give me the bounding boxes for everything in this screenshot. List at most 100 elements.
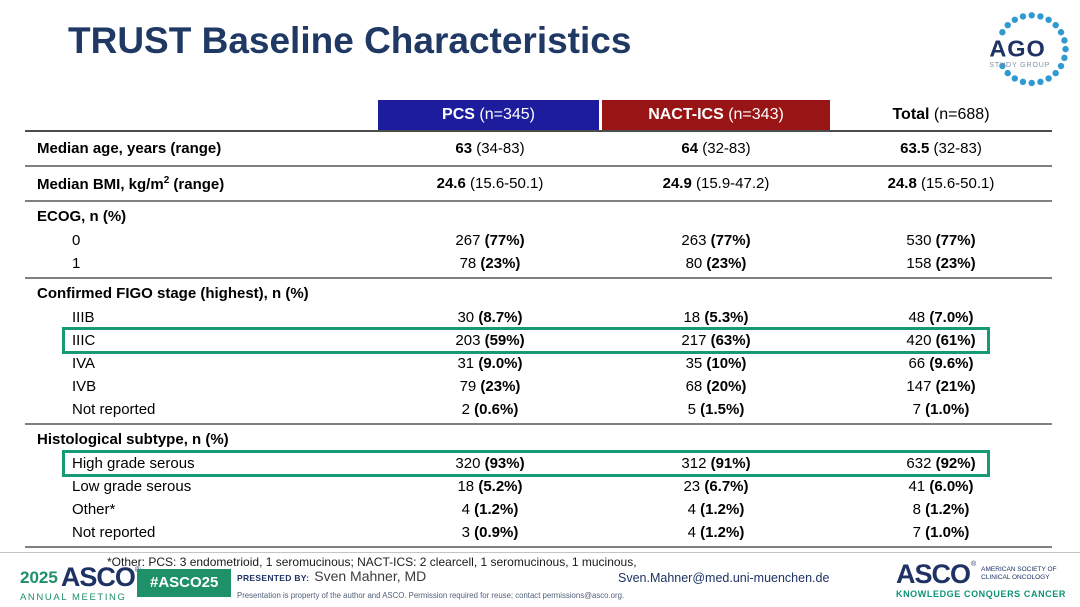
row-label: ECOG, n (%) <box>37 208 127 225</box>
cell-value: 48 (7.0%) <box>908 309 974 326</box>
row-label: Median BMI, kg/m2 (range) <box>37 174 225 193</box>
row-label: Median age, years (range) <box>37 140 222 157</box>
cell-value: 267 (77%) <box>455 232 525 249</box>
cell-value: 4 (1.2%) <box>687 501 745 518</box>
table-row: 0 267 (77%) 263 (77%) 530 (77%) <box>25 229 1052 252</box>
column-header-empty <box>25 100 378 130</box>
presenter-name: Sven Mahner, MD <box>314 568 427 584</box>
table-row: Histological subtype, n (%) <box>25 427 1052 452</box>
page-title: TRUST Baseline Characteristics <box>68 20 632 61</box>
cell-value: 66 (9.6%) <box>908 355 974 372</box>
cell-value: 23 (6.7%) <box>683 478 749 495</box>
table-row: IVA 31 (9.0%) 35 (10%) 66 (9.6%) <box>25 352 1052 375</box>
presenter-email: Sven.Mahner@med.uni-muenchen.de <box>618 571 830 585</box>
cell-value: 30 (8.7%) <box>457 309 523 326</box>
table-row: Low grade serous 18 (5.2%) 23 (6.7%) 41 (6.… <box>25 475 1052 498</box>
ago-dots-circle-icon <box>999 12 1069 87</box>
table-section: Median BMI, kg/m2 (range) 24.6 (15.6-50.1… <box>25 167 1052 202</box>
table-row: Not reported 3 (0.9%) 4 (1.2%) 7 (1.0%) <box>25 521 1052 544</box>
table-row: 1 78 (23%) 80 (23%) 158 (23%) <box>25 252 1052 275</box>
cell-value: 79 (23%) <box>459 378 521 395</box>
table-section: Median age, years (range) 63 (34-83) 64 (3… <box>25 132 1052 167</box>
cell-value: 217 (63%) <box>681 332 751 349</box>
hashtag-badge: #ASCO25 <box>137 569 232 597</box>
cell-value: 80 (23%) <box>685 255 747 272</box>
cell-value: 63 (34-83) <box>455 140 525 157</box>
cell-value: 420 (61%) <box>906 332 976 349</box>
table-row: ECOG, n (%) <box>25 204 1052 229</box>
ago-logo-text: AGO <box>989 36 1045 62</box>
cell-value: 203 (59%) <box>455 332 525 349</box>
row-label: Not reported <box>72 524 156 541</box>
table-row: High grade serous 320 (93%) 312 (91%) 632 (… <box>25 450 1052 477</box>
table-footnote: *Other: PCS: 3 endometrioid, 1 seromucin… <box>107 555 637 569</box>
table-header-row: PCS (n=345) NACT-ICS (n=343) Total (n=68… <box>25 100 1052 132</box>
row-label: 1 <box>72 255 81 272</box>
cell-value: 5 (1.5%) <box>687 401 745 418</box>
row-label: Histological subtype, n (%) <box>37 431 229 448</box>
ago-logo-subtext: STUDY GROUP <box>989 62 1050 69</box>
cell-value: 4 (1.2%) <box>687 524 745 541</box>
asco-tagline: KNOWLEDGE CONQUERS CANCER <box>895 589 1066 599</box>
cell-value: 68 (20%) <box>685 378 747 395</box>
disclaimer-text: Presentation is property of the author a… <box>237 591 625 600</box>
cell-value: 530 (77%) <box>906 232 976 249</box>
table-row: IIIC 203 (59%) 217 (63%) 420 (61%) <box>25 327 1052 354</box>
cell-value: 24.8 (15.6-50.1) <box>887 175 995 192</box>
cell-value: 78 (23%) <box>459 255 521 272</box>
cell-value: 41 (6.0%) <box>908 478 974 495</box>
table-row: Other* 4 (1.2%) 4 (1.2%) 8 (1.2%) <box>25 498 1052 521</box>
row-label: High grade serous <box>72 455 195 472</box>
row-label: Low grade serous <box>72 478 192 495</box>
cell-value: 7 (1.0%) <box>912 524 970 541</box>
row-label: Other* <box>72 501 116 518</box>
cell-value: 63.5 (32-83) <box>900 140 982 157</box>
presented-by-label: PRESENTED BY: <box>237 573 310 583</box>
cell-value: 147 (21%) <box>906 378 976 395</box>
table-body: Median age, years (range) 63 (34-83) 64 (3… <box>25 132 1052 548</box>
cell-value: 35 (10%) <box>685 355 747 372</box>
baseline-characteristics-table: PCS (n=345) NACT-ICS (n=343) Total (n=68… <box>25 100 1052 578</box>
table-row: Median age, years (range) 63 (34-83) 64 (3… <box>25 134 1052 163</box>
cell-value: 24.6 (15.6-50.1) <box>436 175 544 192</box>
row-label: 0 <box>72 232 81 249</box>
table-row: Not reported 2 (0.6%) 5 (1.5%) 7 (1.0%) <box>25 398 1052 421</box>
cell-value: 312 (91%) <box>681 455 751 472</box>
cell-value: 64 (32-83) <box>681 140 751 157</box>
row-label: Not reported <box>72 401 156 418</box>
column-header-total: Total (n=688) <box>892 106 990 123</box>
cell-value: 31 (9.0%) <box>457 355 523 372</box>
cell-value: 18 (5.3%) <box>683 309 749 326</box>
cell-value: 8 (1.2%) <box>912 501 970 518</box>
column-header-pcs: PCS (n=345) <box>378 100 602 130</box>
cell-value: 7 (1.0%) <box>912 401 970 418</box>
cell-value: 3 (0.9%) <box>461 524 519 541</box>
table-row: Median BMI, kg/m2 (range) 24.6 (15.6-50.1… <box>25 169 1052 198</box>
column-header-nact-ics: NACT-ICS (n=343) <box>602 100 830 130</box>
table-row: Confirmed FIGO stage (highest), n (%) <box>25 281 1052 306</box>
cell-value: 632 (92%) <box>906 455 976 472</box>
presenter-block: PRESENTED BY: Sven Mahner, MD Presentatio… <box>237 568 624 600</box>
asco-society-text: AMERICAN SOCIETY OF CLINICAL ONCOLOGY <box>981 566 1057 582</box>
row-label: IVA <box>72 355 96 372</box>
table-row: IIIB 30 (8.7%) 18 (5.3%) 48 (7.0%) <box>25 306 1052 329</box>
cell-value: 2 (0.6%) <box>461 401 519 418</box>
table-section: ECOG, n (%) 0 267 (77%) 263 (77%) 530 (77%) 1… <box>25 202 1052 279</box>
asco-logo: ASCO ® AMERICAN SOCIETY OF CLINICAL ONCOL… <box>895 559 1066 599</box>
cell-value: 24.9 (15.9-47.2) <box>662 175 770 192</box>
row-label: IIIB <box>72 309 95 326</box>
row-label: Confirmed FIGO stage (highest), n (%) <box>37 285 309 302</box>
cell-value: 263 (77%) <box>681 232 751 249</box>
cell-value: 4 (1.2%) <box>461 501 519 518</box>
table-row: IVB 79 (23%) 68 (20%) 147 (21%) <box>25 375 1052 398</box>
cell-value: 18 (5.2%) <box>457 478 523 495</box>
table-section: Histological subtype, n (%) High grade se… <box>25 425 1052 548</box>
ago-study-group-logo: AGO STUDY GROUP <box>989 12 1069 87</box>
footer-divider <box>0 552 1080 553</box>
cell-value: 320 (93%) <box>455 455 525 472</box>
row-label: IIIC <box>72 332 96 349</box>
cell-value: 158 (23%) <box>906 255 976 272</box>
row-label: IVB <box>72 378 97 395</box>
